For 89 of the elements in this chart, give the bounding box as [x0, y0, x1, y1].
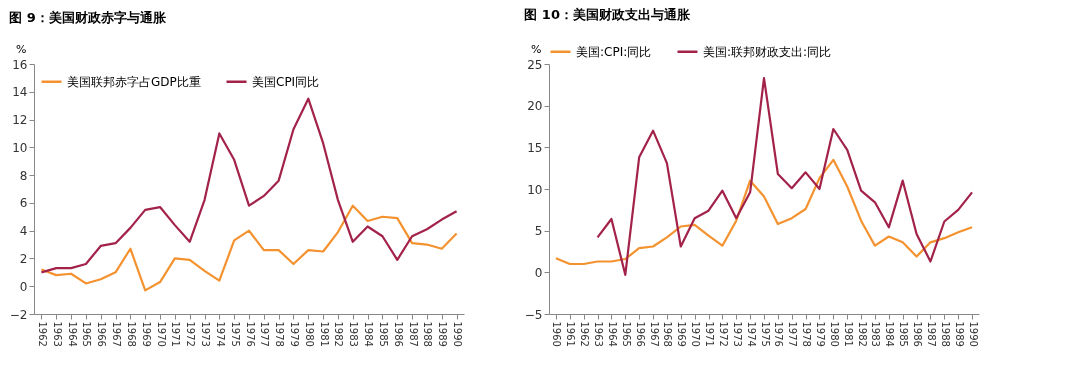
x-tick-label: 1973: [200, 321, 212, 347]
y-tick-label: 5: [534, 224, 543, 239]
y-tick-label: 12: [12, 113, 28, 128]
x-tick-label: 1978: [274, 321, 286, 347]
x-tick-label: 1988: [939, 321, 951, 347]
x-tick-label: 1964: [66, 321, 78, 347]
x-tick-label: 1975: [759, 321, 771, 347]
x-tick-label: 1974: [745, 321, 757, 347]
y-tick-label: 15: [527, 140, 543, 155]
line-series: [40, 204, 458, 292]
x-tick-label: 1968: [125, 321, 137, 347]
x-tick-label: 1983: [348, 321, 360, 347]
x-tick-label: 1981: [842, 321, 854, 347]
x-tick-label: 1970: [690, 321, 702, 347]
x-tick-label: 1963: [51, 321, 63, 347]
y-tick-label: 6: [19, 196, 28, 211]
x-tick-label: 1977: [787, 321, 799, 347]
x-tick-label: 1987: [407, 321, 419, 347]
x-tick-label: 1967: [648, 321, 660, 347]
x-tick-label: 1969: [140, 321, 152, 347]
y-tick-label: 0: [19, 279, 28, 294]
x-tick-label: 1977: [259, 321, 271, 347]
x-tick-label: 1970: [155, 321, 167, 347]
y-axis-title: %: [16, 42, 27, 56]
x-tick-label: 1980: [828, 321, 840, 347]
y-tick-label: 2: [19, 251, 28, 266]
x-tick-label: 1983: [870, 321, 882, 347]
line-series: [596, 77, 974, 276]
x-tick-label: 1979: [814, 321, 826, 347]
x-tick-label: 1965: [81, 321, 93, 347]
x-tick-label: 1984: [884, 321, 896, 347]
x-tick-label: 1972: [185, 321, 197, 347]
x-tick-label: 1978: [801, 321, 813, 347]
x-tick-label: 1980: [303, 321, 315, 347]
x-tick-label: 1975: [229, 321, 241, 347]
x-tick-label: 1976: [773, 321, 785, 347]
x-tick-label: 1989: [437, 321, 449, 347]
x-tick-label: 1985: [898, 321, 910, 347]
y-tick-label: 0: [534, 265, 543, 280]
chart-title: 图 9：美国财政赤字与通胀: [9, 10, 167, 25]
y-tick-label: −5: [524, 307, 543, 322]
line-series: [554, 158, 974, 266]
y-tick-label: 25: [527, 57, 543, 72]
x-tick-label: 1960: [551, 321, 563, 347]
y-tick-label: 4: [19, 224, 28, 239]
x-tick-label: 1988: [422, 321, 434, 347]
y-tick-label: 20: [527, 99, 543, 114]
x-tick-label: 1986: [912, 321, 924, 347]
legend-label: 美国:联邦财政支出:同比: [703, 44, 832, 59]
x-tick-label: 1968: [662, 321, 674, 347]
x-tick-label: 1962: [36, 321, 48, 347]
x-tick-label: 1971: [704, 321, 716, 347]
x-tick-label: 1966: [634, 321, 646, 347]
x-tick-label: 1962: [579, 321, 591, 347]
legend-label: 美国联邦赤字占GDP比重: [67, 74, 201, 89]
legend-label: 美国CPI同比: [252, 74, 320, 89]
x-tick-label: 1969: [676, 321, 688, 347]
y-tick-label: −2: [9, 307, 28, 322]
x-tick-label: 1971: [170, 321, 182, 347]
x-tick-label: 1985: [377, 321, 389, 347]
x-tick-label: 1979: [288, 321, 300, 347]
legend-label: 美国:CPI:同比: [576, 44, 652, 59]
x-tick-label: 1966: [96, 321, 108, 347]
x-tick-label: 1990: [967, 321, 979, 347]
y-axis-title: %: [531, 42, 542, 56]
x-tick-label: 1989: [953, 321, 965, 347]
x-tick-label: 1986: [392, 321, 404, 347]
x-tick-label: 1984: [363, 321, 375, 347]
y-tick-label: 10: [12, 140, 28, 155]
x-tick-label: 1964: [606, 321, 618, 347]
y-tick-label: 8: [19, 168, 28, 183]
x-tick-label: 1965: [620, 321, 632, 347]
x-tick-label: 1987: [925, 321, 937, 347]
x-tick-label: 1981: [318, 321, 330, 347]
x-tick-label: 1990: [452, 321, 464, 347]
x-tick-label: 1973: [731, 321, 743, 347]
y-tick-label: 14: [12, 85, 28, 100]
x-tick-label: 1974: [214, 321, 226, 347]
line-series: [40, 97, 458, 274]
x-tick-label: 1961: [565, 321, 577, 347]
x-tick-label: 1982: [856, 321, 868, 347]
x-tick-label: 1976: [244, 321, 256, 347]
y-tick-label: 10: [527, 182, 543, 197]
x-tick-label: 1967: [111, 321, 123, 347]
x-tick-label: 1972: [717, 321, 729, 347]
chart-title: 图 10：美国财政支出与通胀: [524, 7, 691, 22]
x-tick-label: 1982: [333, 321, 345, 347]
y-tick-label: 16: [12, 57, 28, 72]
x-tick-label: 1963: [593, 321, 605, 347]
